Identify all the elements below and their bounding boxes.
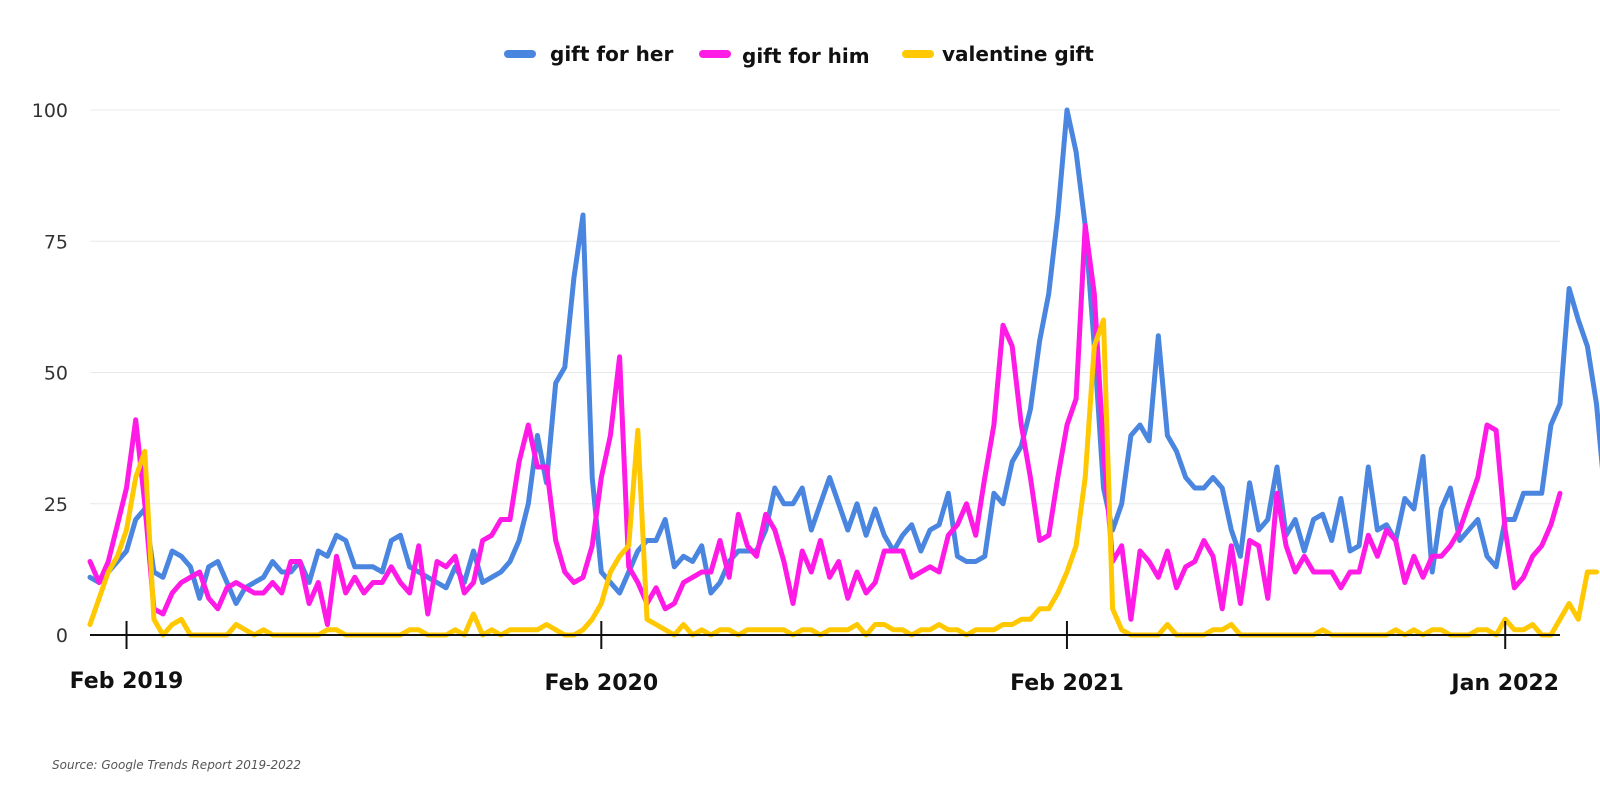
series-line-gift-for-him — [87, 223, 1563, 627]
y-tick-label: 100 — [32, 100, 68, 122]
x-axis: Feb 2019 Feb 2020 Feb 2021 Jan 2022 — [70, 621, 1560, 696]
y-tick-label: 75 — [44, 231, 68, 253]
y-tick-label: 0 — [56, 625, 68, 647]
y-tick-label: 50 — [44, 363, 68, 385]
x-tick-label: Jan 2022 — [1449, 671, 1559, 696]
x-tick-label: Feb 2020 — [544, 671, 658, 696]
source-note: Source: Google Trends Report 2019-2022 — [52, 758, 302, 772]
grid-lines — [90, 109, 1560, 505]
legend-label-valentine-gift: valentine gift — [942, 42, 1094, 66]
legend-label-gift-for-her: gift for her — [550, 42, 673, 66]
x-tick-label: Feb 2019 — [70, 669, 184, 694]
x-tick-label: Feb 2021 — [1010, 671, 1124, 696]
series-line-gift-for-her — [87, 107, 1600, 606]
y-tick-label: 25 — [44, 494, 68, 516]
chart-legend: gift for her gift for him valentine gift — [504, 42, 1094, 68]
legend-label-gift-for-him: gift for him — [742, 44, 870, 68]
y-axis-ticks: 0 25 50 75 100 — [32, 100, 68, 647]
